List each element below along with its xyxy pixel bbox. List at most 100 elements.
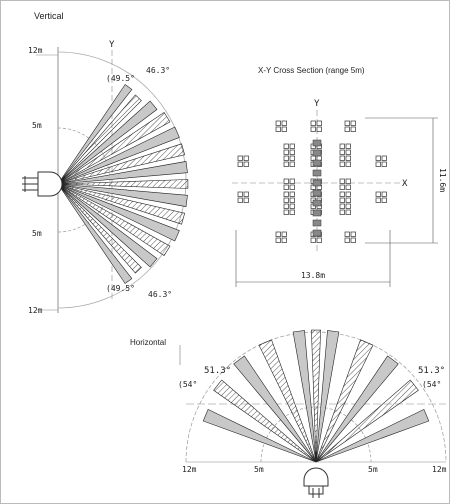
vertical-zone-wedge [57,183,142,274]
cross-section-cell [289,161,295,167]
horizontal-zone-wedge [315,408,430,463]
cross-section-cell [339,149,345,155]
cross-section-cell [339,178,345,184]
cross-section-cell [243,155,249,161]
cross-section-cell [339,143,345,149]
cross-section-cell [289,178,295,184]
horizontal-zone-wedge [213,379,317,463]
cross-section-cell [345,203,351,209]
cross-section-cell [381,155,387,161]
cross-section-cell [283,209,289,215]
vertical-zone-wedge [57,94,142,185]
width-dim-label: 13.8m [301,271,325,280]
cross-section-cell [316,120,322,126]
cross-section-cell [310,237,316,243]
cross-section-x-label: X [402,179,408,189]
vertical-range-mid-top: 5m [32,121,42,130]
vertical-zone-wedge [57,179,189,189]
cross-section-cell [281,237,287,243]
cross-section-cell [283,149,289,155]
vertical-angle-top-inner: (49.5° [106,74,135,83]
horizontal-angle-right-inner: (54° [422,380,441,389]
cross-section-cell [375,155,381,161]
cross-section-cell [289,143,295,149]
cross-section-center-cell [312,199,322,207]
horizontal-zone-wedge [311,329,321,463]
vertical-zone-wedge [57,183,180,242]
horizontal-angle-right-outer: 51.3° [418,366,445,376]
vertical-zone-wedge [57,183,186,225]
cross-section-cell [345,143,351,149]
cross-section-cell [381,197,387,203]
cross-section-cell [281,120,287,126]
cross-section-cell [375,161,381,167]
vertical-title: Vertical [34,11,64,21]
cross-section-cell [283,203,289,209]
cross-section-cell [381,161,387,167]
horizontal-zone-wedge [315,379,419,463]
vertical-y-label: Y [109,40,115,50]
cross-section-cell [243,191,249,197]
vertical-zone-wedge [57,183,158,268]
cross-section-center-cell [312,229,322,237]
vertical-zone-wedge [57,183,188,207]
cross-section-center-cell [312,169,322,177]
cross-section-cell [339,184,345,190]
cross-section-cell [289,155,295,161]
cross-section-center-cell [312,159,322,167]
cross-section-cell [281,126,287,132]
horizontal-range-right: 12m [432,465,447,474]
cross-section-cell [350,120,356,126]
cross-section-cell [310,120,316,126]
cross-section-zone-cells [237,120,387,243]
cross-section-cell [237,161,243,167]
cross-section-cell [344,231,350,237]
vertical-zone-wedge [57,161,188,185]
cross-section-cell [344,237,350,243]
cross-section-cell [316,237,322,243]
cross-section-cell [350,231,356,237]
cross-section-cell [381,191,387,197]
cross-section-cell [310,126,316,132]
cross-section-center-cell [312,209,322,217]
horizontal-zone-wedge [233,355,317,463]
cross-section-cell [243,161,249,167]
vertical-angle-bottom-inner: (49.5° [106,284,135,293]
cross-section-cell [283,191,289,197]
cross-section-cell [283,197,289,203]
cross-section-cell [289,149,295,155]
cross-section-cell [289,203,295,209]
horizontal-range-left-mid: 5m [254,465,264,474]
vertical-zone-wedge [57,126,180,185]
cross-section-cell [375,191,381,197]
horizontal-range-left: 12m [182,465,197,474]
cross-section-center-cell [312,179,322,187]
vertical-range-top: 12m [28,46,43,55]
horizontal-title: Horizontal [130,338,166,347]
cross-section-cell [275,231,281,237]
vertical-angle-bottom-outer: 46.3° [148,290,172,299]
horizontal-zone-wedge [315,355,399,463]
cross-section-cell [350,126,356,132]
cross-section-cell [344,126,350,132]
horizontal-angle-left-outer: 51.3° [204,366,231,376]
height-dim-label: 11.6m [438,168,447,192]
cross-section-cell [339,155,345,161]
cross-section-y-label: Y [314,99,320,109]
vertical-zone-wedge [57,100,158,185]
cross-section-cell [283,184,289,190]
cross-section-cell [281,231,287,237]
cross-section-cell [339,191,345,197]
cross-section-cell [339,203,345,209]
horizontal-zone-wedge [202,408,317,463]
cross-section-cell [375,197,381,203]
cross-section-cell [344,120,350,126]
cross-section-cell [289,191,295,197]
cross-section-cell [345,178,351,184]
horizontal-detection-zones [202,329,430,463]
cross-section-cell [339,161,345,167]
cross-section-center-cell [312,139,322,147]
cross-section-cell [345,197,351,203]
